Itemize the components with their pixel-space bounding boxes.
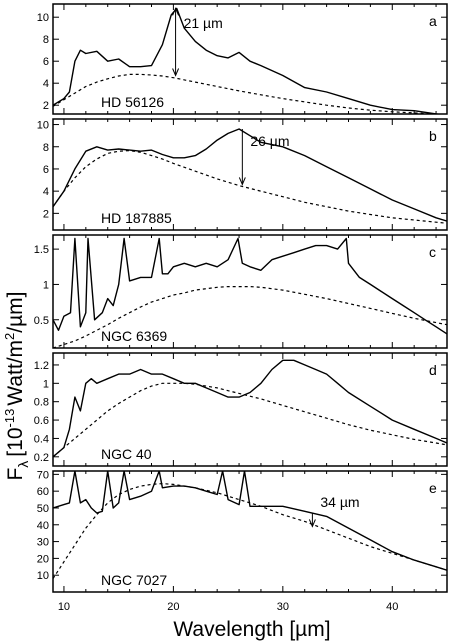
panel-a: 2 4 6 8 10 21 µm a HD 56126 <box>37 3 448 115</box>
panel-d: 0.2 0.4 0.6 0.8 1 1.2 d NGC 40 <box>34 352 448 467</box>
panel-e: 10 20 30 40 50 60 70 34 µm e NGC 7027 <box>37 469 448 593</box>
continuum-line <box>53 483 447 579</box>
spectrum-line <box>53 128 447 222</box>
spectrum-line <box>53 7 444 114</box>
y-tick-label: 0.2 <box>34 452 49 464</box>
y-tick-label: 8 <box>43 34 49 46</box>
panels-group: 2 4 6 8 10 21 µm a HD 56126 2 4 6 8 10 26 µm b HD 18788… <box>34 3 448 593</box>
panel-letter: e <box>429 480 437 496</box>
object-label: NGC 7027 <box>101 572 167 588</box>
y-tick-label: 6 <box>43 56 49 68</box>
annotation-label: 21 µm <box>184 15 223 31</box>
x-axis: 10 20 30 40 <box>58 601 399 613</box>
panel-frame <box>52 234 448 349</box>
panel-frame <box>52 470 448 593</box>
y-tick-label: 2 <box>43 100 49 112</box>
y-tick-label: 70 <box>37 469 49 481</box>
object-label: NGC 40 <box>101 446 152 462</box>
y-tick-label: 1.5 <box>34 244 49 256</box>
y-tick-label: 8 <box>43 142 49 154</box>
spectrum-line <box>53 237 447 335</box>
spectrum-line <box>53 359 447 458</box>
object-label: NGC 6369 <box>101 328 167 344</box>
panel-frame <box>52 352 448 467</box>
spectrum-line <box>53 471 447 571</box>
y-tick-label: 0.8 <box>34 397 49 409</box>
annotation-label: 34 µm <box>320 494 359 510</box>
y-tick-label: 10 <box>37 12 49 24</box>
panel-frame <box>52 3 448 115</box>
continuum-line <box>53 382 447 458</box>
y-tick-label: 0.5 <box>34 315 49 327</box>
y-tick-label: 30 <box>37 537 49 549</box>
y-tick-label: 40 <box>37 520 49 532</box>
continuum-line <box>53 150 447 224</box>
panel-b: 2 4 6 8 10 26 µm b HD 187885 <box>37 118 448 231</box>
panel-c: 0.5 1 1.5 c NGC 6369 <box>34 234 448 349</box>
object-label: HD 187885 <box>101 210 172 226</box>
arrow-head <box>238 177 246 186</box>
y-tick-label: 60 <box>37 486 49 498</box>
panel-letter: b <box>429 128 437 144</box>
y-tick-label: 4 <box>43 186 49 198</box>
y-tick-label: 0.4 <box>34 433 49 445</box>
x-tick-label: 30 <box>277 601 289 613</box>
x-tick-label: 40 <box>386 601 398 613</box>
annotation-label: 26 µm <box>250 133 289 149</box>
continuum-line <box>53 286 447 348</box>
y-tick-label: 2 <box>43 208 49 220</box>
arrow-head <box>172 68 180 77</box>
y-tick-label: 10 <box>37 570 49 582</box>
panel-letter: d <box>429 362 437 378</box>
y-tick-label: 4 <box>43 78 49 90</box>
object-label: HD 56126 <box>101 94 164 110</box>
x-axis-label: Wavelength [µm] <box>173 618 330 641</box>
y-tick-label: 10 <box>37 120 49 132</box>
panel-letter: c <box>429 244 436 260</box>
y-tick-label: 1 <box>43 378 49 390</box>
y-tick-label: 50 <box>37 503 49 515</box>
y-tick-label: 20 <box>37 553 49 565</box>
y-tick-label: 6 <box>43 164 49 176</box>
y-tick-label: 1.2 <box>34 360 49 372</box>
panel-frame <box>52 118 448 231</box>
x-tick-label: 10 <box>58 601 70 613</box>
y-tick-label: 0.6 <box>34 415 49 427</box>
continuum-line <box>53 73 447 114</box>
panel-letter: a <box>429 13 437 29</box>
arrow-head <box>308 519 316 528</box>
y-tick-label: 1 <box>43 279 49 291</box>
x-tick-label: 20 <box>167 601 179 613</box>
y-axis-label: Fλ[10-13Watt/m2/µm] <box>2 291 31 480</box>
arrow-head <box>172 7 180 16</box>
